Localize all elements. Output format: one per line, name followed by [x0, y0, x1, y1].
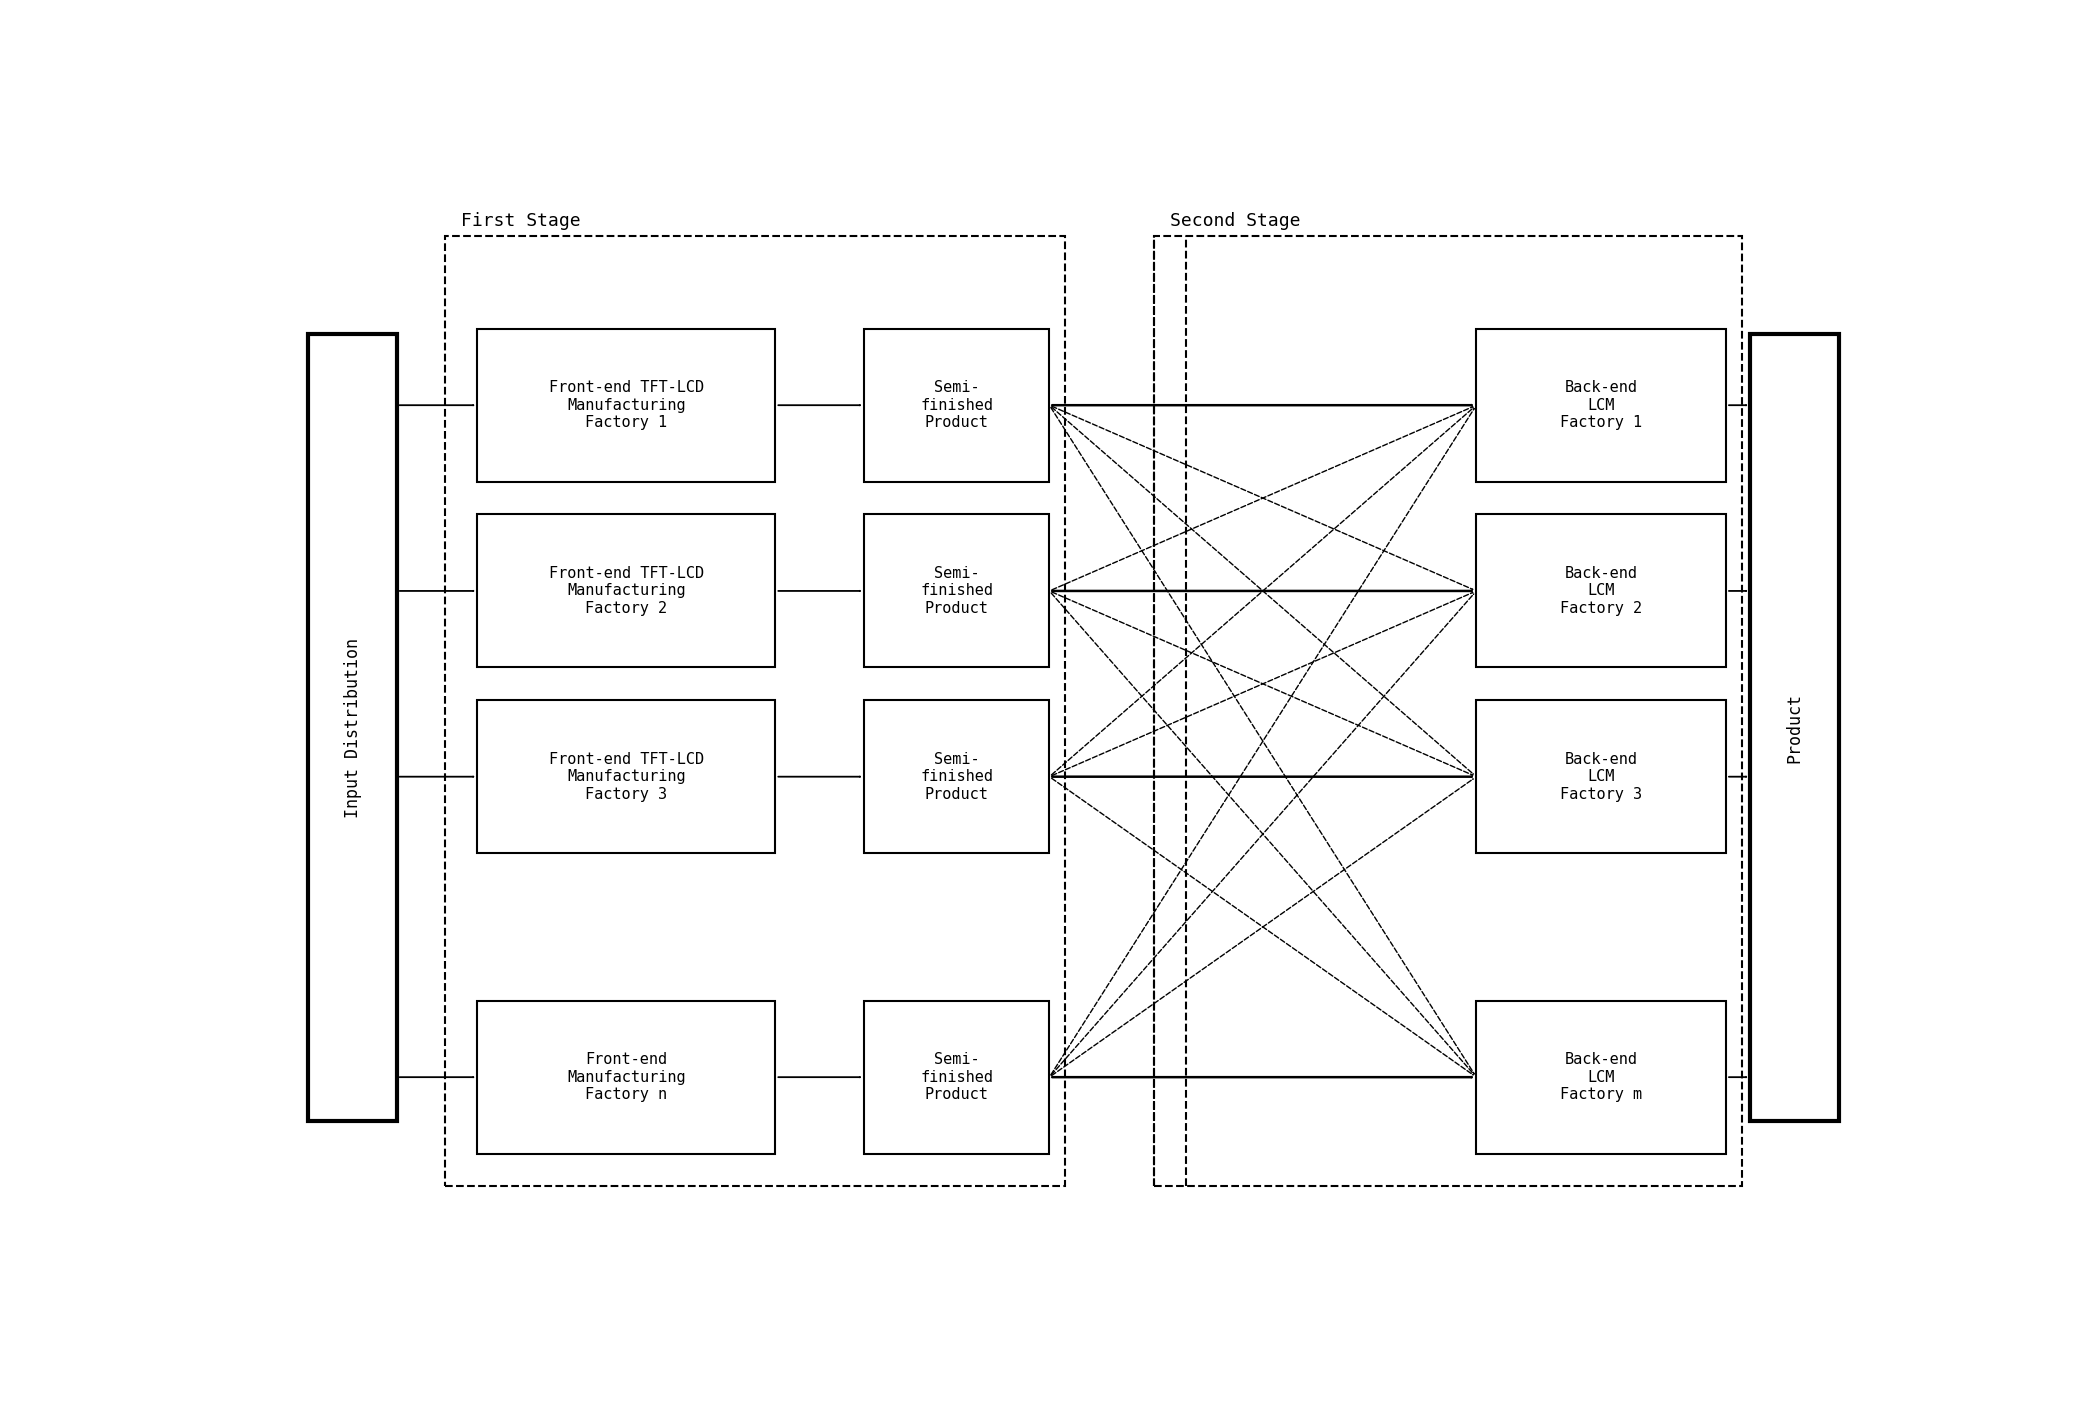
Bar: [445, 236, 1067, 1186]
Bar: [865, 700, 1050, 853]
Bar: [478, 329, 775, 481]
Bar: [1751, 335, 1840, 1121]
Text: Front-end TFT-LCD
Manufacturing
Factory 3: Front-end TFT-LCD Manufacturing Factory …: [549, 752, 705, 802]
Bar: [478, 1000, 775, 1154]
Bar: [1154, 236, 1742, 1186]
Text: First Stage: First Stage: [462, 213, 580, 230]
Text: Back-end
LCM
Factory 1: Back-end LCM Factory 1: [1559, 380, 1642, 430]
Text: Input Distribution: Input Distribution: [343, 637, 362, 817]
Text: Semi-
finished
Product: Semi- finished Product: [921, 752, 994, 802]
Text: Semi-
finished
Product: Semi- finished Product: [921, 1053, 994, 1103]
Text: Back-end
LCM
Factory 2: Back-end LCM Factory 2: [1559, 566, 1642, 616]
Text: Second Stage: Second Stage: [1170, 213, 1301, 230]
Text: Front-end
Manufacturing
Factory n: Front-end Manufacturing Factory n: [568, 1053, 686, 1103]
Bar: [865, 329, 1050, 481]
Text: Back-end
LCM
Factory m: Back-end LCM Factory m: [1559, 1053, 1642, 1103]
Bar: [865, 515, 1050, 667]
Bar: [308, 335, 397, 1121]
Text: Front-end TFT-LCD
Manufacturing
Factory 2: Front-end TFT-LCD Manufacturing Factory …: [549, 566, 705, 616]
Bar: [1476, 515, 1726, 667]
Bar: [1476, 1000, 1726, 1154]
Text: Product: Product: [1786, 692, 1805, 762]
Bar: [478, 700, 775, 853]
Bar: [478, 515, 775, 667]
Bar: [1476, 700, 1726, 853]
Text: Front-end TFT-LCD
Manufacturing
Factory 1: Front-end TFT-LCD Manufacturing Factory …: [549, 380, 705, 430]
Bar: [1476, 329, 1726, 481]
Text: Semi-
finished
Product: Semi- finished Product: [921, 380, 994, 430]
Bar: [865, 1000, 1050, 1154]
Text: Back-end
LCM
Factory 3: Back-end LCM Factory 3: [1559, 752, 1642, 802]
Text: Semi-
finished
Product: Semi- finished Product: [921, 566, 994, 616]
